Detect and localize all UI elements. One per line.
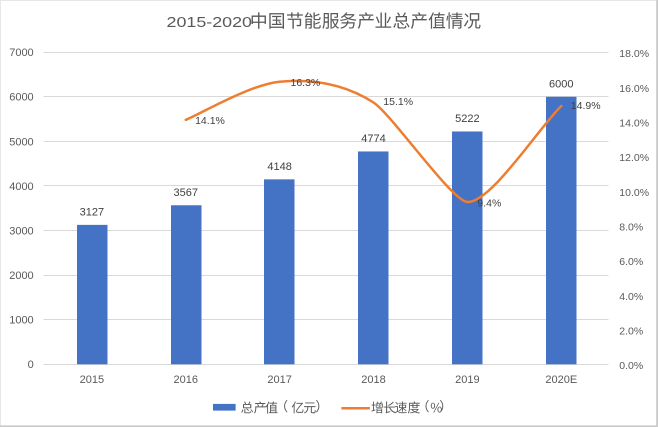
svg-text:16.3%: 16.3% xyxy=(291,77,321,89)
svg-text:2019: 2019 xyxy=(455,374,479,386)
svg-text:1000: 1000 xyxy=(9,315,33,327)
svg-text:5222: 5222 xyxy=(455,113,479,125)
svg-text:5000: 5000 xyxy=(9,136,33,148)
svg-text:9.4%: 9.4% xyxy=(477,197,501,209)
svg-text:6.0%: 6.0% xyxy=(619,256,643,268)
svg-text:3127: 3127 xyxy=(80,206,104,218)
svg-text:7000: 7000 xyxy=(9,47,33,59)
svg-text:2020E: 2020E xyxy=(545,374,577,386)
svg-text:2015-2020: 2015-2020 xyxy=(167,15,253,31)
svg-text:4.0%: 4.0% xyxy=(619,291,643,303)
svg-text:12.0%: 12.0% xyxy=(619,152,649,164)
svg-text:0.0%: 0.0% xyxy=(619,360,643,372)
svg-text:4774: 4774 xyxy=(361,133,385,145)
svg-text:8.0%: 8.0% xyxy=(619,221,643,233)
svg-text:14.0%: 14.0% xyxy=(619,117,649,129)
svg-text:14.9%: 14.9% xyxy=(571,100,601,112)
svg-text:14.1%: 14.1% xyxy=(195,115,225,127)
svg-text:6000: 6000 xyxy=(9,92,33,104)
svg-text:15.1%: 15.1% xyxy=(383,96,413,108)
svg-text:3000: 3000 xyxy=(9,225,33,237)
svg-text:2.0%: 2.0% xyxy=(619,326,643,338)
svg-text:2016: 2016 xyxy=(174,374,198,386)
svg-text:2017: 2017 xyxy=(267,374,291,386)
svg-text:4000: 4000 xyxy=(9,181,33,193)
svg-text:16.0%: 16.0% xyxy=(619,83,649,95)
svg-text:6000: 6000 xyxy=(549,78,573,90)
svg-text:2015: 2015 xyxy=(80,374,104,386)
svg-text:4148: 4148 xyxy=(267,161,291,173)
svg-text:18.0%: 18.0% xyxy=(619,48,649,60)
svg-text:0: 0 xyxy=(28,359,34,371)
svg-text:3567: 3567 xyxy=(174,187,198,199)
svg-text:10.0%: 10.0% xyxy=(619,187,649,199)
svg-text:2018: 2018 xyxy=(361,374,385,386)
svg-text:2000: 2000 xyxy=(9,270,33,282)
